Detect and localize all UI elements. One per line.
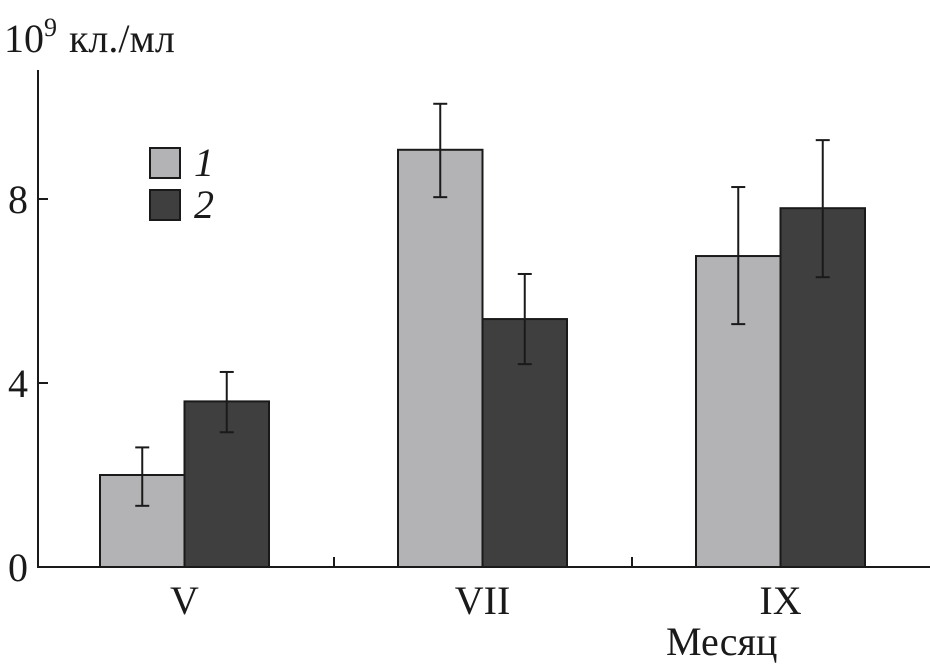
y-tick-label: 0 bbox=[8, 545, 28, 590]
legend-label-2: 2 bbox=[194, 182, 214, 227]
x-tick-label: IX bbox=[759, 578, 801, 623]
y-tick-label: 4 bbox=[8, 361, 28, 406]
bar-IX-series-2 bbox=[779, 207, 866, 568]
y-axis-label: 109 кл./мл bbox=[4, 13, 175, 61]
x-tick-label: V bbox=[170, 578, 199, 623]
y-tick-label: 8 bbox=[8, 177, 28, 222]
bar-VII-series-1 bbox=[397, 148, 484, 568]
x-tick-label: VII bbox=[455, 578, 511, 623]
legend-label-1: 1 bbox=[194, 140, 214, 185]
x-axis-label: Месяц bbox=[666, 619, 777, 664]
legend-swatch-1 bbox=[149, 147, 181, 179]
legend-swatch-2 bbox=[149, 189, 181, 221]
